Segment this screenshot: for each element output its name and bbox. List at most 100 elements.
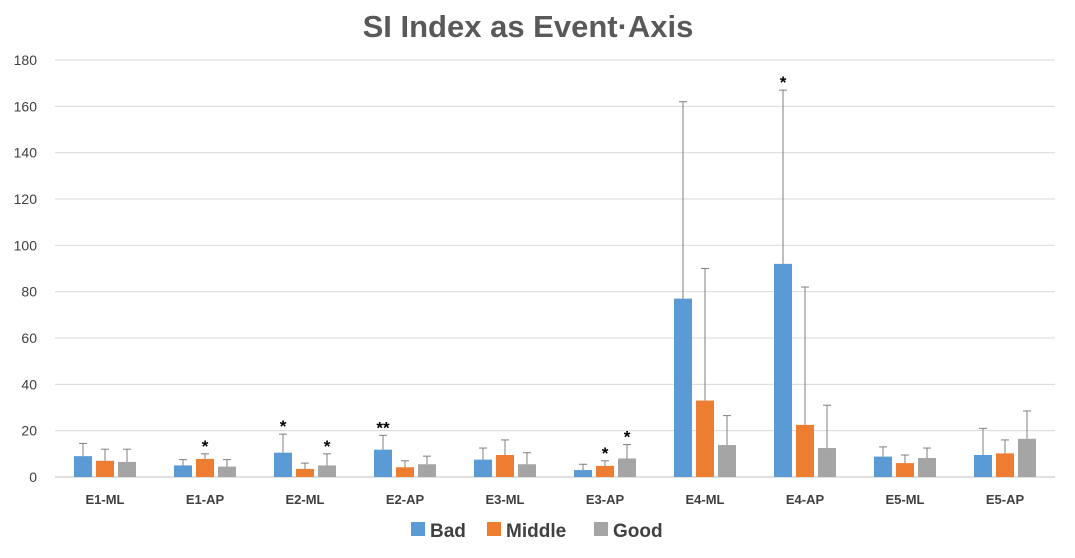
significance-markers: ******** xyxy=(202,73,787,463)
x-tick-label: E5-AP xyxy=(986,492,1025,507)
error-bar xyxy=(879,446,887,457)
error-bar xyxy=(701,268,709,401)
bar-good xyxy=(318,465,336,477)
y-tick-label: 20 xyxy=(21,423,37,439)
error-bar xyxy=(823,404,831,449)
bar-good xyxy=(1018,438,1036,477)
bar-good xyxy=(618,458,636,477)
legend-label: Middle xyxy=(506,521,566,542)
significance-marker: * xyxy=(624,428,631,447)
significance-marker: * xyxy=(280,417,287,436)
significance-marker: ** xyxy=(376,418,390,437)
x-tick-label: E3-ML xyxy=(486,492,525,507)
bar-middle xyxy=(796,424,814,477)
bar-good xyxy=(518,464,536,477)
error-bar xyxy=(301,462,309,469)
bar-bad xyxy=(674,298,692,477)
significance-marker: * xyxy=(780,73,787,92)
legend-item-bad: Bad xyxy=(411,521,466,542)
bar-middle xyxy=(896,463,914,477)
legend-item-middle: Middle xyxy=(487,521,566,542)
x-tick-label: E4-ML xyxy=(686,492,725,507)
y-tick-label: 120 xyxy=(14,191,38,207)
gridlines xyxy=(55,59,1055,478)
bar-bad xyxy=(874,456,892,477)
x-tick-label: E3-AP xyxy=(586,492,625,507)
x-tick-label: E1-ML xyxy=(86,492,125,507)
error-bar xyxy=(401,460,409,468)
error-bar xyxy=(379,434,387,450)
y-tick-label: 140 xyxy=(14,145,38,161)
x-tick-label: E2-AP xyxy=(386,492,425,507)
error-bar xyxy=(1001,439,1009,454)
error-bar xyxy=(579,463,587,471)
y-tick-label: 0 xyxy=(29,469,37,485)
bar-middle xyxy=(996,453,1014,477)
legend-swatch xyxy=(594,522,608,536)
legend-swatch xyxy=(487,522,501,536)
legend: Bad Middle Good xyxy=(411,521,663,542)
significance-marker: * xyxy=(324,437,331,456)
bar-middle xyxy=(696,400,714,477)
bar-bad xyxy=(474,459,492,477)
bar-good xyxy=(418,464,436,477)
bar-middle xyxy=(196,458,214,477)
bar-good xyxy=(818,448,836,477)
error-bar xyxy=(901,454,909,464)
bar-good xyxy=(118,461,136,477)
bars-group xyxy=(74,263,1036,477)
error-bar xyxy=(523,452,531,465)
error-bar xyxy=(479,447,487,460)
error-bar xyxy=(323,453,331,466)
significance-marker: * xyxy=(202,437,209,456)
bar-middle xyxy=(596,465,614,477)
y-tick-label: 160 xyxy=(14,98,38,114)
bar-bad xyxy=(274,452,292,477)
legend-label: Good xyxy=(613,521,663,542)
error-bar xyxy=(1023,410,1031,439)
y-tick-label: 80 xyxy=(21,284,37,300)
bar-bad xyxy=(174,465,192,477)
bar-bad xyxy=(74,456,92,477)
x-tick-label: E2-ML xyxy=(286,492,325,507)
error-bar xyxy=(223,459,231,467)
error-bar xyxy=(79,442,87,457)
bar-good xyxy=(718,445,736,477)
error-bar xyxy=(279,433,287,453)
significance-marker: * xyxy=(602,444,609,463)
error-bar xyxy=(679,101,687,299)
error-bar xyxy=(179,459,187,466)
error-bar xyxy=(923,447,931,459)
bar-middle xyxy=(496,454,514,477)
bar-bad xyxy=(574,470,592,477)
error-bar xyxy=(423,455,431,465)
error-bar xyxy=(101,448,109,461)
y-tick-label: 100 xyxy=(14,237,38,253)
bar-good xyxy=(918,458,936,477)
bar-bad xyxy=(774,263,792,477)
x-tick-label: E4-AP xyxy=(786,492,825,507)
error-bar xyxy=(201,453,209,459)
y-tick-label: 60 xyxy=(21,330,37,346)
y-axis: 0 20 40 60 80 100 120 140 160 180 xyxy=(14,52,38,485)
y-tick-label: 180 xyxy=(14,52,38,68)
bar-middle xyxy=(396,467,414,477)
error-bar xyxy=(723,415,731,446)
error-bar xyxy=(979,427,987,455)
error-bar xyxy=(601,460,609,466)
error-bar xyxy=(123,448,131,462)
bar-middle xyxy=(296,468,314,477)
legend-swatch xyxy=(411,522,425,536)
error-bar xyxy=(801,286,809,425)
x-tick-label: E1-AP xyxy=(186,492,225,507)
error-bar xyxy=(623,444,631,459)
bar-good xyxy=(218,466,236,477)
bar-bad xyxy=(374,449,392,477)
error-bar xyxy=(501,439,509,455)
bar-middle xyxy=(96,460,114,477)
legend-item-good: Good xyxy=(594,521,663,542)
bar-bad xyxy=(974,454,992,477)
error-bar xyxy=(779,89,787,264)
y-tick-label: 40 xyxy=(21,376,37,392)
